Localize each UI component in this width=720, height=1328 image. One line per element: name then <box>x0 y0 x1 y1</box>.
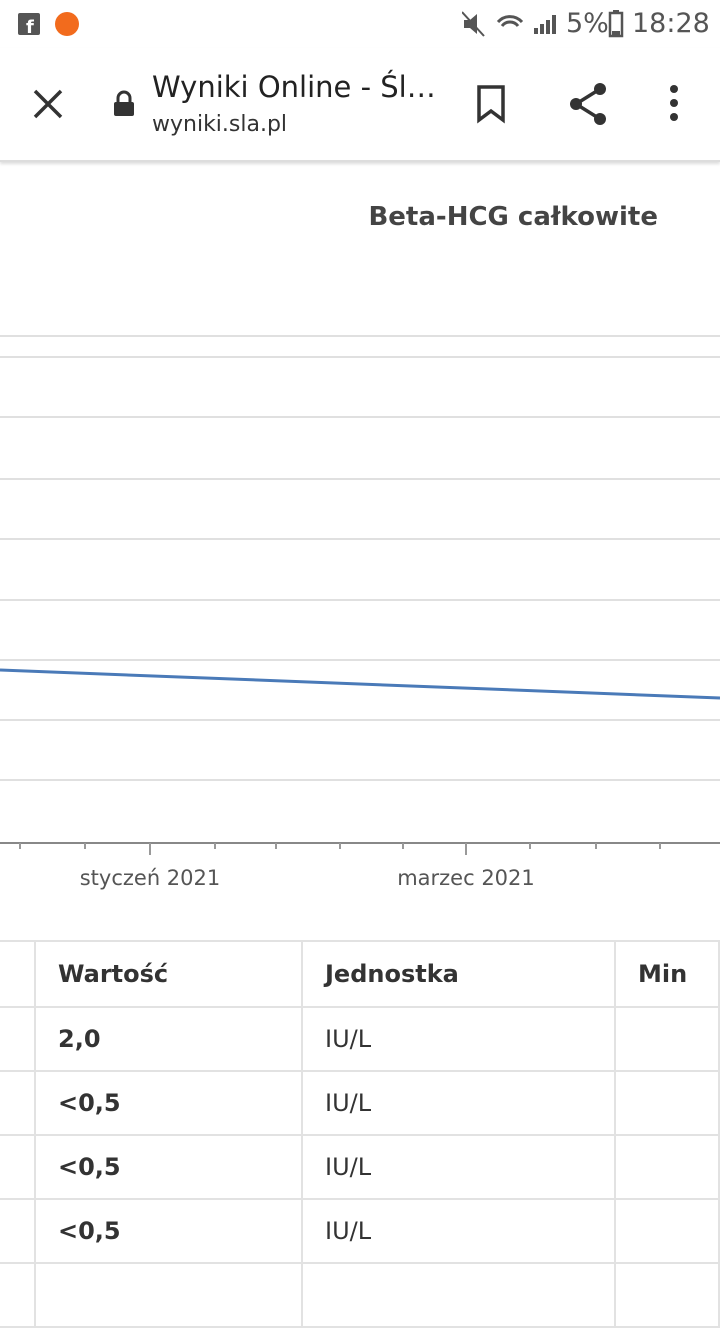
table-cell <box>616 1008 720 1072</box>
notification-icons: f <box>18 12 79 38</box>
unit-cell: IU/L <box>303 1136 616 1200</box>
data-line <box>0 668 720 700</box>
battery-text: 5% <box>566 8 609 39</box>
page-title: Wyniki Online - Śl… <box>152 70 436 104</box>
clock: 18:28 <box>632 8 710 39</box>
table-cell <box>0 1008 36 1072</box>
header-cell: Wartość <box>36 942 303 1008</box>
x-tick-label: styczeń 2021 <box>80 866 221 890</box>
table-cell <box>0 942 36 1008</box>
grid <box>0 335 720 781</box>
table-cell <box>616 1200 720 1264</box>
share-button[interactable] <box>568 82 608 126</box>
battery-icon <box>608 10 624 38</box>
table-cell <box>36 1264 303 1328</box>
value-cell: 2,0 <box>36 1008 303 1072</box>
close-button[interactable] <box>32 88 64 120</box>
unit-cell: IU/L <box>303 1072 616 1136</box>
table-cell <box>0 1072 36 1136</box>
table-cell <box>616 1136 720 1200</box>
results-table: Wartość Jednostka Min 2,0 IU/L <0,5 IU/L <0,… <box>0 940 720 1328</box>
status-bar: f 5% 18:28 <box>0 0 720 48</box>
lock-icon <box>114 90 134 116</box>
bookmark-button[interactable] <box>476 84 508 124</box>
header-cell: Min <box>616 942 720 1008</box>
header-cell: Jednostka <box>303 942 616 1008</box>
table-cell <box>0 1136 36 1200</box>
chart-title: Beta-HCG całkowite <box>368 202 658 232</box>
svg-text:f: f <box>26 17 34 38</box>
table-cell <box>616 1072 720 1136</box>
unit-cell: IU/L <box>303 1200 616 1264</box>
x-tick-label: marzec 2021 <box>397 866 535 890</box>
page-url: wyniki.sla.pl <box>152 112 288 137</box>
system-icons <box>462 11 556 37</box>
table-cell <box>0 1264 36 1328</box>
table-cell <box>0 1200 36 1264</box>
x-ticks <box>19 843 661 855</box>
value-cell: <0,5 <box>36 1072 303 1136</box>
table-cell <box>303 1264 616 1328</box>
value-cell: <0,5 <box>36 1200 303 1264</box>
value-cell: <0,5 <box>36 1136 303 1200</box>
menu-button[interactable] <box>666 84 682 124</box>
browser-toolbar: Wyniki Online - Śl… wyniki.sla.pl <box>0 48 720 162</box>
chart: Beta-HCG całkowite styczeń 2021 marzec 2… <box>0 202 720 890</box>
unit-cell: IU/L <box>303 1008 616 1072</box>
table-cell <box>616 1264 720 1328</box>
